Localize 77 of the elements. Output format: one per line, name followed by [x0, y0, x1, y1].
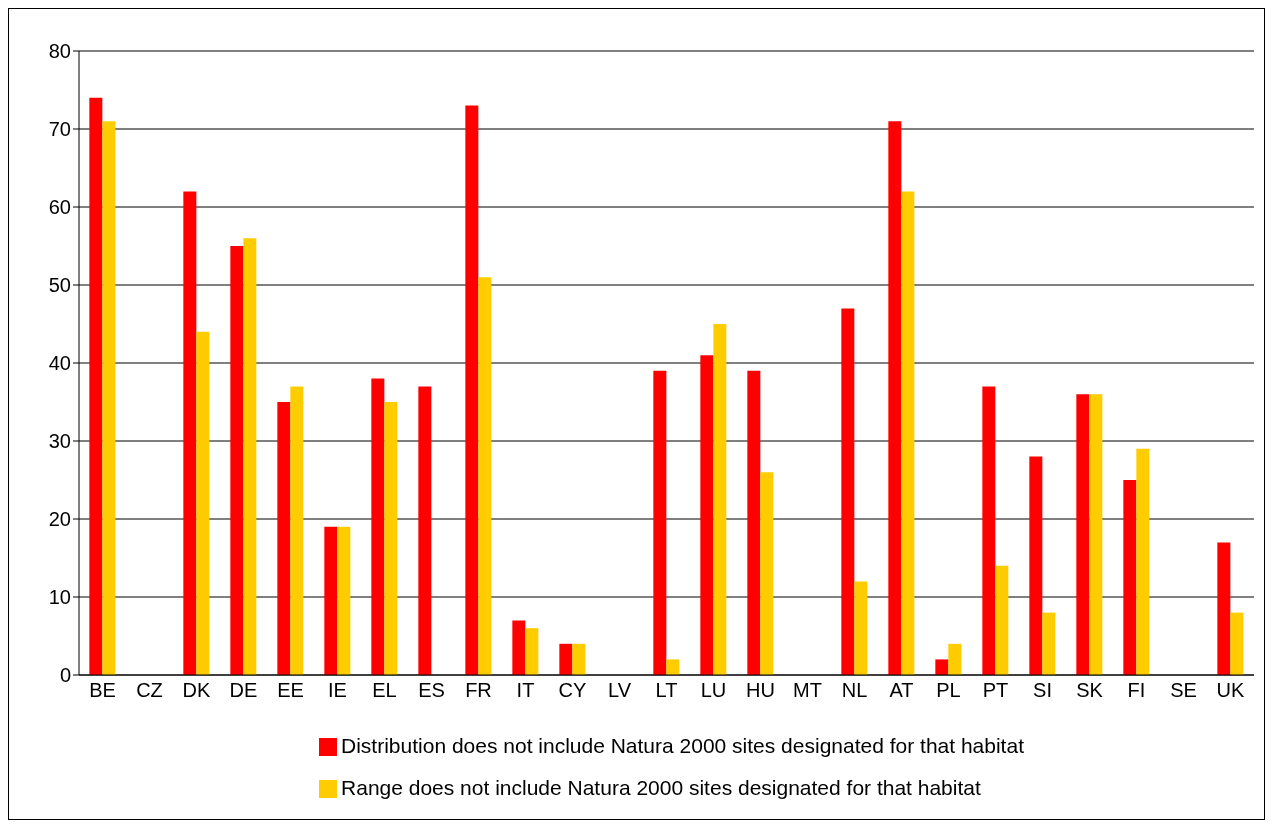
x-tick-label: NL: [841, 679, 868, 702]
bar: [324, 526, 338, 675]
y-tick-label: 30: [48, 430, 71, 453]
y-tick-label: 80: [48, 40, 71, 63]
bar: [371, 378, 385, 675]
x-tick-label: UK: [1216, 679, 1246, 702]
bar: [760, 472, 774, 675]
bar: [478, 277, 492, 675]
x-tick-label: PL: [936, 679, 961, 702]
bar: [243, 238, 257, 675]
bar: [525, 628, 539, 675]
bar: [713, 324, 727, 675]
bar: [512, 620, 526, 675]
y-tick-label: 40: [48, 352, 71, 375]
x-tick-label: ES: [418, 679, 445, 702]
bar: [230, 246, 244, 675]
y-tick-label: 10: [48, 586, 71, 609]
bar: [1230, 612, 1244, 675]
bar: [747, 370, 761, 675]
bar: [854, 581, 868, 675]
x-tick-label: SE: [1170, 679, 1197, 702]
y-tick-label: 50: [48, 274, 71, 297]
x-tick-label: MT: [793, 679, 822, 702]
x-tick-label: FR: [465, 679, 492, 702]
x-tick-label: DK: [182, 679, 212, 702]
bar: [572, 643, 586, 675]
bar: [700, 355, 714, 675]
bar: [935, 659, 949, 675]
x-tick-label: EL: [372, 679, 397, 702]
x-tick-label: PT: [982, 679, 1009, 702]
x-tick-label: SK: [1076, 679, 1104, 702]
bar: [982, 386, 996, 675]
x-tick-label: BE: [89, 679, 116, 702]
bar: [290, 386, 304, 675]
y-tick-label: 60: [48, 196, 71, 219]
x-tick-label: LT: [655, 679, 678, 702]
bar: [465, 105, 479, 675]
bar: [1136, 448, 1150, 675]
y-tick-label: 0: [59, 664, 71, 687]
bar: [102, 121, 116, 675]
x-tick-label: LV: [608, 679, 632, 702]
x-tick-label: IE: [328, 679, 347, 702]
x-tick-label: HU: [746, 679, 775, 702]
x-tick-label: SI: [1033, 679, 1052, 702]
bar: [183, 191, 197, 675]
bar: [1089, 394, 1103, 675]
bar: [888, 121, 902, 675]
x-tick-label: EE: [277, 679, 304, 702]
bar: [1076, 394, 1090, 675]
bar: [901, 191, 915, 675]
x-tick-label: CY: [558, 679, 587, 702]
bar: [666, 659, 680, 675]
bar: [559, 643, 573, 675]
bar: [841, 308, 855, 675]
x-tick-label: IT: [516, 679, 535, 702]
bar: [995, 565, 1009, 675]
bar: [1042, 612, 1056, 675]
bar: [418, 386, 432, 675]
bar: [337, 526, 351, 675]
bar: [277, 402, 291, 675]
bar: [653, 370, 667, 675]
y-tick-label: 70: [48, 118, 71, 141]
bar: [384, 402, 398, 675]
x-tick-label: AT: [889, 679, 914, 702]
bar: [1123, 480, 1137, 675]
x-tick-label: DE: [229, 679, 258, 702]
bar: [196, 331, 210, 675]
bar: [1217, 542, 1231, 675]
bar: [89, 97, 103, 675]
x-tick-label: FI: [1127, 679, 1146, 702]
bar: [1029, 456, 1043, 675]
x-tick-label: LU: [700, 679, 727, 702]
y-tick-label: 20: [48, 508, 71, 531]
legend-label: Range does not include Natura 2000 sites designated for that habitat: [341, 776, 981, 799]
bar: [948, 643, 962, 675]
x-tick-label: CZ: [136, 679, 163, 702]
legend-label: Distribution does not include Natura 2000 sites designated for that habitat: [341, 734, 1024, 757]
